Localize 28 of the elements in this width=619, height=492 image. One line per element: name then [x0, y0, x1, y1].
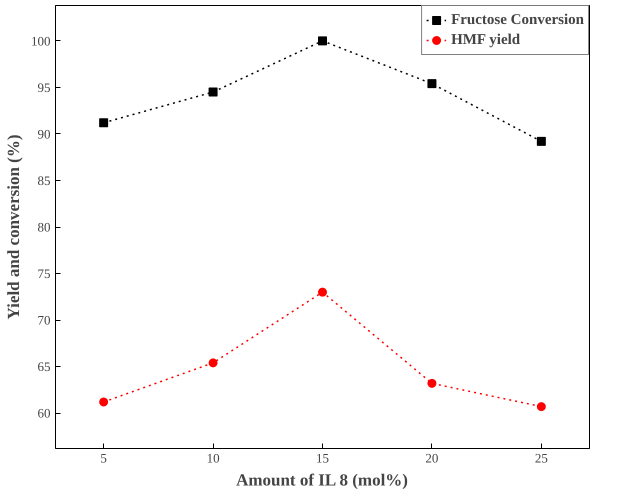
- x-tick-label: 25: [534, 450, 548, 466]
- point: [536, 402, 546, 412]
- point: [318, 288, 327, 297]
- y-tick-label: 95: [38, 80, 50, 95]
- point: [318, 36, 327, 46]
- y-tick-label: 80: [38, 220, 50, 234]
- point: [208, 358, 218, 368]
- y-axis-title: Yield and conversion (%): [4, 134, 23, 320]
- y-tick-label: 60: [38, 406, 50, 421]
- point: [99, 397, 108, 406]
- y-tick-label: 65: [38, 359, 50, 374]
- x-tick-label: 5: [100, 450, 107, 466]
- legend-label: Fructose Conversion: [451, 12, 584, 28]
- y-tick-label: 90: [38, 126, 50, 142]
- x-tick-label: 10: [206, 450, 220, 466]
- y-tick-label: 100: [31, 33, 50, 48]
- y-tick-label: 70: [38, 312, 50, 328]
- x-tick-label: 20: [425, 450, 438, 466]
- point: [536, 136, 546, 146]
- legend-label: HMF yield: [451, 32, 520, 48]
- point: [99, 118, 108, 128]
- x-axis-title: Amount of IL 8 (mol%): [236, 470, 408, 490]
- point: [427, 378, 436, 388]
- x-tick-label: 15: [316, 450, 329, 466]
- y-tick-label: 75: [38, 266, 50, 282]
- y-tick-label: 85: [38, 172, 50, 188]
- point: [208, 88, 218, 97]
- point: [427, 79, 436, 88]
